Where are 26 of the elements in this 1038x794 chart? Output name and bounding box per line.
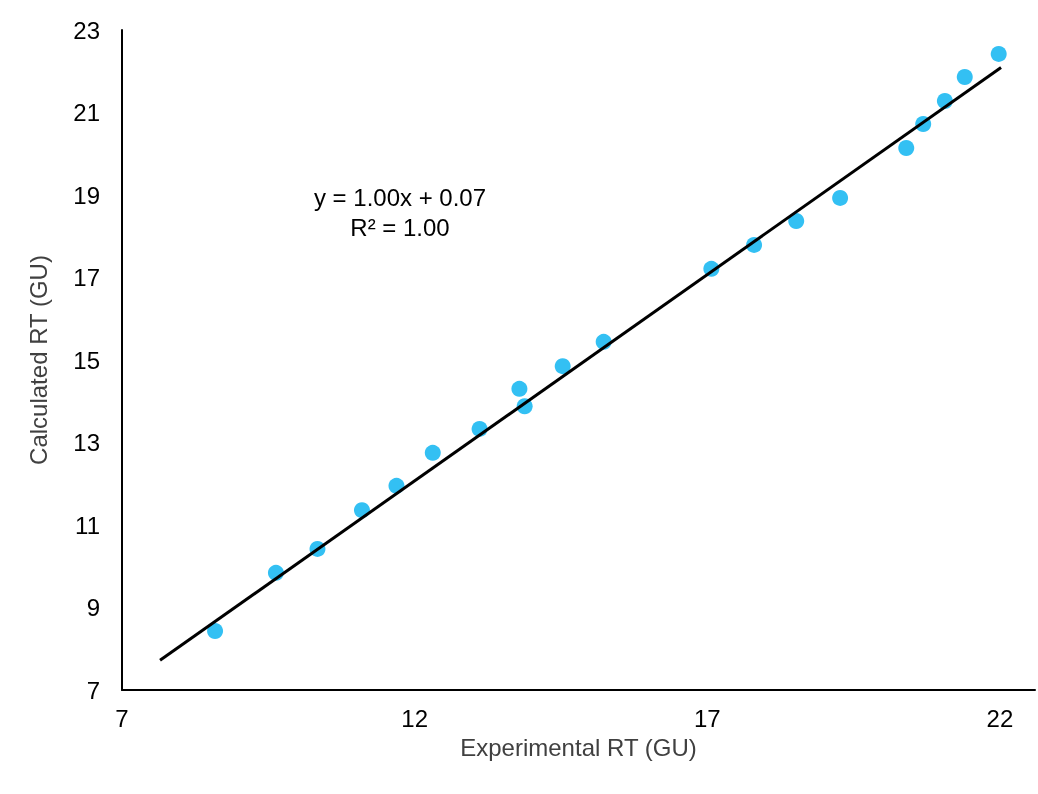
point — [832, 189, 849, 206]
y-axis-title: Calculated RT (GU) — [24, 255, 52, 465]
y-tick-label: 19 — [73, 181, 100, 209]
point — [990, 45, 1007, 62]
y-tick-label: 21 — [73, 99, 100, 126]
point — [207, 623, 224, 640]
annotation: y = 1.00x + 0.07 — [313, 183, 487, 211]
y-tick-label: 11 — [75, 511, 100, 539]
y-tick-label: 15 — [73, 346, 100, 374]
x-axis-title: Experimental RT (GU) — [460, 733, 697, 761]
x-tick-label: 7 — [115, 704, 129, 732]
point — [554, 358, 571, 375]
y-tick-label: 23 — [73, 16, 100, 44]
point — [956, 69, 973, 86]
y-tick-label: 7 — [86, 676, 100, 704]
point — [424, 444, 441, 461]
y-tick-label: 17 — [73, 264, 100, 291]
annotation: R² = 1.00 — [350, 213, 450, 241]
point — [788, 212, 805, 229]
x-tick-label: 17 — [693, 704, 721, 732]
point — [511, 380, 528, 397]
y-tick-label: 9 — [86, 594, 100, 621]
x-tick-label: 22 — [986, 704, 1014, 732]
point — [898, 139, 915, 156]
y-tick-label: 13 — [73, 429, 100, 456]
x-tick-label: 12 — [401, 704, 428, 732]
